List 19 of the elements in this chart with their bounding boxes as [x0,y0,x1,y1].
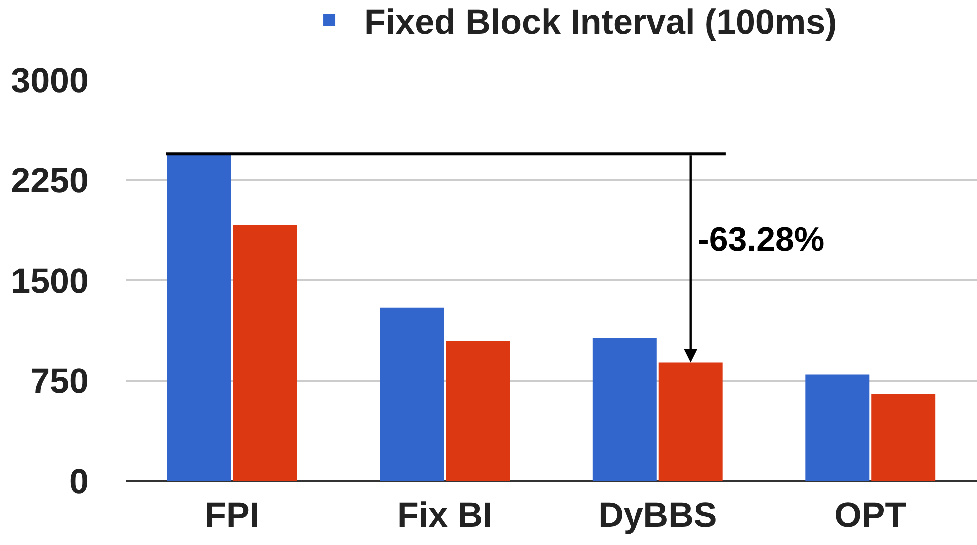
bar [167,154,232,481]
y-tick-label: 0 [70,462,89,502]
bar [233,225,298,481]
bar [592,338,657,481]
bar [446,341,510,481]
y-tick-label: 3000 [11,61,89,100]
legend-label: Fixed Block Interval (100ms) [364,2,838,42]
y-tick-label: 1500 [11,262,89,301]
x-tick-label: OPT [834,496,907,535]
y-tick-label: 2250 [11,162,89,200]
x-tick-label: Fix BI [397,496,493,535]
bar [806,374,870,481]
x-tick-label: FPI [205,496,260,535]
bar [380,308,444,481]
x-tick-label: DyBBS [598,496,718,535]
y-tick-label: 750 [30,362,89,401]
annotation: -63.28% [698,221,825,259]
bar [658,362,723,481]
bar [872,394,936,481]
